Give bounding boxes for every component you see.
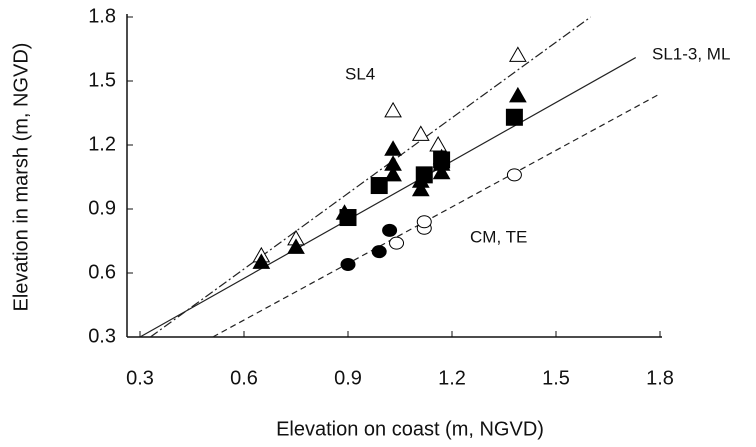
point: [509, 86, 527, 103]
point: [252, 253, 271, 269]
point: [411, 180, 430, 197]
point: [509, 46, 527, 62]
x-tick-label: 1.8: [646, 367, 674, 389]
fit-line: [212, 93, 661, 338]
point: [339, 209, 357, 227]
point: [384, 101, 402, 118]
point: [433, 151, 451, 169]
x-tick-label: 1.5: [542, 367, 570, 389]
point: [370, 177, 388, 195]
point: [416, 215, 432, 229]
x-tick-label: 1.2: [438, 367, 466, 389]
point: [432, 163, 451, 180]
point: [371, 245, 387, 259]
x-tick-label: 0.6: [230, 367, 258, 389]
point: [382, 223, 398, 237]
y-tick-label: 1.8: [88, 5, 116, 27]
line-label: SL4: [345, 64, 375, 83]
fit-line: [139, 57, 637, 338]
y-tick-label: 0.9: [88, 197, 116, 219]
y-tick-label: 0.6: [88, 261, 116, 283]
x-tick-label: 0.3: [126, 367, 154, 389]
point: [411, 125, 430, 141]
point: [389, 236, 405, 250]
y-tick-label: 1.5: [88, 69, 116, 91]
x-axis-label: Elevation on coast (m, NGVD): [276, 418, 544, 440]
fit-line: [150, 16, 592, 338]
y-tick-label: 0.3: [88, 325, 116, 347]
point: [505, 108, 523, 126]
point: [506, 168, 522, 182]
point: [429, 135, 447, 152]
y-axis-label: Elevation in marsh (m, NGVD): [10, 43, 32, 312]
line-label: SL1-3, ML: [652, 44, 730, 63]
point: [384, 165, 402, 182]
point: [340, 257, 356, 271]
point: [384, 140, 402, 156]
point: [415, 166, 433, 184]
line-label: CM, TE: [470, 227, 527, 246]
y-tick-label: 1.2: [88, 133, 116, 155]
x-tick-label: 0.9: [334, 367, 362, 389]
point: [287, 238, 305, 254]
